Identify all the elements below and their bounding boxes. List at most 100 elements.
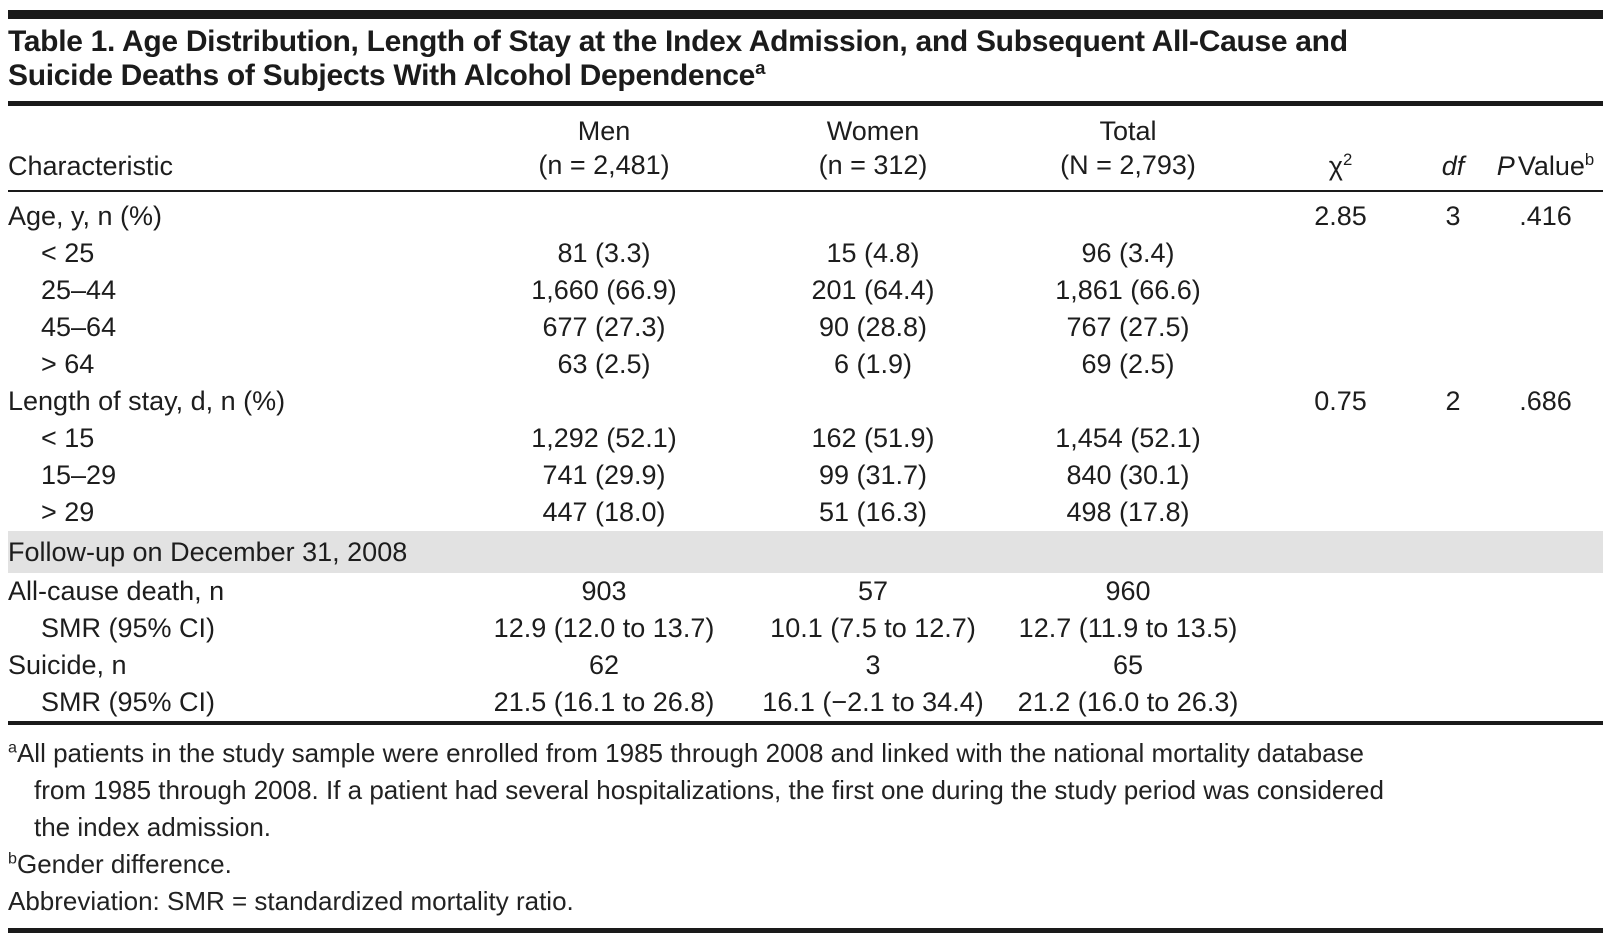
cell-total: 498 (17.8) [1066,497,1190,527]
chi-glyph: χ [1328,151,1343,181]
row-label: 45–64 [41,312,117,342]
cell-df: 3 [1445,201,1461,231]
cell-women [753,191,993,235]
cell-chi2 [1263,235,1418,272]
table-row-age-25-44: 25–44 1,660 (66.9) 201 (64.4) 1,861 (66.… [8,272,1603,309]
cell-df [1418,272,1488,309]
cell-chi2 [1263,573,1418,610]
footnote-b-text: Gender difference. [16,849,232,879]
cell-women: 3 [865,650,881,680]
table-row-age-group: Age, y, n (%) 2.85 3 .416 [8,191,1603,235]
footnote-a-line1: All patients in the study sample were en… [16,738,1365,768]
cell-total: 960 [1105,576,1151,606]
cell-women: 162 (51.9) [811,423,935,453]
table-row-stay-15-29: 15–29 741 (29.9) 99 (31.7) 840 (30.1) [8,457,1603,494]
footnote-a-line3: the index admission. [34,812,272,842]
table-row-allcause-death: All-cause death, n 903 57 960 [8,573,1603,610]
row-label: Suicide, n [8,650,127,680]
section-label: Follow-up on December 31, 2008 [8,531,1603,573]
footnote-b-marker: b [8,849,17,868]
cell-total: 767 (27.5) [1066,312,1190,342]
cell-total: 12.7 (11.9 to 13.5) [1018,613,1238,643]
journal-table-figure: Table 1. Age Distribution, Length of Sta… [0,10,1611,933]
cell-chi2: 2.85 [1314,201,1367,231]
row-label: Age, y, n (%) [8,201,163,231]
cell-men: 903 [581,576,627,606]
table-row-age-45-64: 45–64 677 (27.3) 90 (28.8) 767 (27.5) [8,309,1603,346]
cell-women: 10.1 (7.5 to 12.7) [770,613,976,643]
header-characteristic: Characteristic [8,106,455,192]
cell-p: .416 [1519,201,1572,231]
header-men: Men (n = 2,481) [455,106,753,192]
table-row-stay-lt15: < 15 1,292 (52.1) 162 (51.9) 1,454 (52.1… [8,420,1603,457]
cell-p [1488,573,1603,610]
cell-total: 840 (30.1) [1066,460,1190,490]
cell-df [1418,235,1488,272]
cell-df [1418,573,1488,610]
table-row-suicide-smr: SMR (95% CI) 21.5 (16.1 to 26.8) 16.1 (−… [8,684,1603,723]
footnote-a-line2: from 1985 through 2008. If a patient had… [34,775,1384,805]
cell-women [753,383,993,420]
cell-women: 16.1 (−2.1 to 34.4) [762,687,984,717]
cell-p [1488,272,1603,309]
cell-chi2 [1263,309,1418,346]
row-label: All-cause death, n [8,576,225,606]
cell-chi2 [1263,494,1418,531]
cell-men: 1,660 (66.9) [531,275,677,305]
header-p-value: P Valueb [1488,106,1603,192]
cell-men: 447 (18.0) [542,497,666,527]
cell-chi2 [1263,457,1418,494]
cell-total: 1,454 (52.1) [1055,423,1201,453]
cell-women: 6 (1.9) [833,349,913,379]
bottom-rule [8,928,1603,933]
cell-women: 15 (4.8) [826,238,920,268]
table-row-age-gt64: > 64 63 (2.5) 6 (1.9) 69 (2.5) [8,346,1603,383]
cell-chi2 [1263,420,1418,457]
cell-men: 21.5 (16.1 to 26.8) [493,687,715,717]
cell-chi2: 0.75 [1314,386,1367,416]
cell-df [1418,684,1488,723]
cell-chi2 [1263,684,1418,723]
header-men-label: Men [577,116,631,146]
header-df: df [1418,106,1488,192]
row-label: < 15 [41,423,95,453]
header-total-label: Total [1099,116,1157,146]
footnote-b: bGender difference. [8,846,1603,883]
row-label: SMR (95% CI) [41,613,216,643]
p-italic: P [1496,151,1515,181]
cell-total: 65 [1112,650,1144,680]
cell-women: 57 [857,576,889,606]
cell-p [1488,610,1603,647]
table-row-length-of-stay: Length of stay, d, n (%) 0.75 2 .686 [8,383,1603,420]
cell-df [1418,346,1488,383]
table-row-allcause-smr: SMR (95% CI) 12.9 (12.0 to 13.7) 10.1 (7… [8,610,1603,647]
cell-chi2 [1263,647,1418,684]
cell-df [1418,309,1488,346]
cell-p: .686 [1519,386,1572,416]
row-label: 25–44 [41,275,117,305]
cell-men [455,191,753,235]
cell-men: 677 (27.3) [542,312,666,342]
table-row-age-lt25: < 25 81 (3.3) 15 (4.8) 96 (3.4) [8,235,1603,272]
table-title-line2: Suicide Deaths of Subjects With Alcohol … [8,59,756,92]
data-table: Characteristic Men (n = 2,481) Women (n … [8,106,1603,725]
cell-total [993,383,1263,420]
cell-p [1488,494,1603,531]
cell-men: 12.9 (12.0 to 13.7) [493,613,715,643]
header-women-n: (n = 312) [818,150,928,180]
cell-p [1488,457,1603,494]
cell-total: 1,861 (66.6) [1055,275,1201,305]
cell-df: 2 [1445,386,1461,416]
cell-p [1488,647,1603,684]
row-label: 15–29 [41,460,117,490]
cell-p [1488,235,1603,272]
cell-men [455,383,753,420]
row-label: > 29 [41,497,95,527]
cell-p [1488,346,1603,383]
cell-df [1418,420,1488,457]
table-title-line1: Table 1. Age Distribution, Length of Sta… [8,25,1348,58]
table-row-stay-gt29: > 29 447 (18.0) 51 (16.3) 498 (17.8) [8,494,1603,531]
header-chi-square: χ2 [1263,106,1418,192]
cell-chi2 [1263,610,1418,647]
chi-exponent: 2 [1342,150,1353,169]
